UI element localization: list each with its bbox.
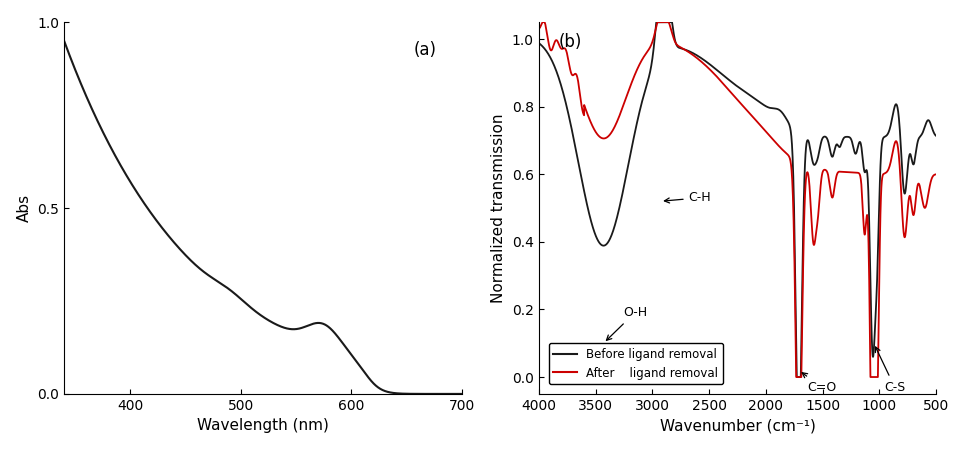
Before ligand removal xyxy=(826,154,838,159)
After    ligand removal xyxy=(930,171,942,177)
Before ligand removal xyxy=(773,107,784,112)
Before ligand removal xyxy=(930,133,942,139)
Text: (b): (b) xyxy=(558,33,582,51)
Y-axis label: Abs: Abs xyxy=(16,194,32,222)
Text: C-S: C-S xyxy=(875,347,905,394)
After    ligand removal xyxy=(872,374,884,380)
Before ligand removal xyxy=(667,19,678,25)
Text: (a): (a) xyxy=(413,41,437,59)
After    ligand removal xyxy=(826,195,838,200)
After    ligand removal xyxy=(773,143,784,148)
Text: O-H: O-H xyxy=(607,306,647,340)
Before ligand removal xyxy=(533,40,545,46)
After    ligand removal xyxy=(662,19,673,25)
Line: Before ligand removal: Before ligand removal xyxy=(539,22,936,377)
Line: After    ligand removal: After ligand removal xyxy=(539,22,936,377)
After    ligand removal xyxy=(663,19,674,25)
Before ligand removal xyxy=(662,19,673,25)
X-axis label: Wavenumber (cm⁻¹): Wavenumber (cm⁻¹) xyxy=(660,418,815,433)
X-axis label: Wavelength (nm): Wavelength (nm) xyxy=(197,418,328,433)
Before ligand removal xyxy=(781,116,792,121)
Text: C-H: C-H xyxy=(665,191,711,204)
After    ligand removal xyxy=(533,26,545,32)
Before ligand removal xyxy=(795,374,807,380)
Before ligand removal xyxy=(910,153,922,159)
Before ligand removal xyxy=(738,88,750,94)
After    ligand removal xyxy=(738,104,750,109)
Y-axis label: Normalized transmission: Normalized transmission xyxy=(492,113,506,303)
After    ligand removal xyxy=(781,150,792,156)
Text: C=O: C=O xyxy=(802,373,836,394)
Legend: Before ligand removal, After    ligand removal: Before ligand removal, After ligand remo… xyxy=(549,343,724,384)
After    ligand removal xyxy=(910,201,922,207)
